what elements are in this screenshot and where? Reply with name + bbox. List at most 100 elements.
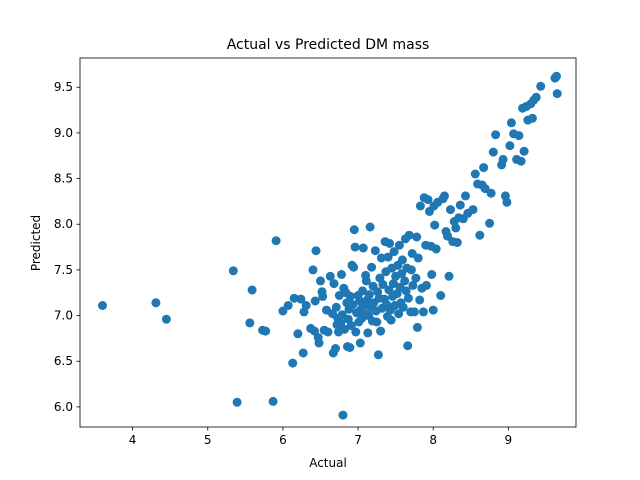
data-point: [403, 341, 413, 351]
data-point: [288, 358, 298, 368]
data-point: [451, 223, 461, 233]
y-tick-label: 6.5: [54, 354, 73, 368]
data-point: [301, 301, 311, 310]
data-point: [361, 276, 371, 286]
data-point: [340, 324, 349, 334]
data-point: [403, 293, 413, 303]
data-point: [423, 195, 433, 205]
data-points: [98, 71, 562, 420]
data-point: [552, 89, 562, 99]
data-point: [358, 286, 368, 296]
data-point: [406, 265, 416, 275]
x-tick-label: 5: [204, 433, 212, 447]
data-point: [516, 156, 526, 166]
data-point: [388, 279, 398, 289]
y-tick-label: 8.0: [54, 217, 73, 231]
data-point: [314, 338, 324, 348]
data-point: [498, 154, 508, 164]
data-point: [386, 315, 396, 325]
data-point: [364, 290, 374, 300]
chart-title: Actual vs Predicted DM mass: [227, 37, 430, 53]
data-point: [376, 326, 386, 336]
data-point: [161, 314, 171, 324]
data-point: [311, 246, 321, 256]
data-point: [412, 232, 422, 242]
data-point: [409, 307, 419, 317]
data-point: [329, 279, 339, 289]
x-tick-label: 8: [429, 433, 437, 447]
data-point: [346, 321, 356, 331]
x-tick-label: 4: [129, 433, 137, 447]
data-point: [418, 307, 428, 317]
data-point: [389, 247, 399, 257]
data-point: [370, 246, 380, 256]
data-point: [383, 252, 393, 262]
data-point: [151, 298, 161, 308]
y-axis-ticks: 6.0 6.5 7.0 7.5 8.0 8.5 9.0 9.5: [54, 80, 80, 414]
data-point: [331, 344, 340, 353]
data-point: [376, 253, 386, 263]
data-point: [486, 188, 496, 198]
data-point: [502, 197, 512, 207]
data-point: [367, 262, 377, 272]
data-point: [293, 329, 303, 339]
data-point: [308, 265, 318, 275]
data-point: [349, 225, 359, 235]
data-point: [350, 242, 360, 252]
data-point: [531, 92, 541, 102]
y-tick-label: 8.5: [54, 172, 73, 186]
data-point: [283, 301, 293, 310]
data-point: [394, 309, 404, 319]
data-point: [289, 293, 299, 303]
data-point: [427, 270, 437, 279]
data-point: [519, 146, 529, 156]
data-point: [479, 163, 489, 173]
data-point: [261, 326, 271, 336]
data-point: [475, 230, 485, 240]
data-point: [506, 118, 516, 128]
data-point: [415, 201, 425, 211]
data-point: [527, 113, 537, 123]
data-point: [348, 300, 358, 310]
data-point: [355, 338, 365, 348]
data-point: [346, 291, 355, 301]
data-point: [415, 295, 425, 305]
data-point: [398, 302, 408, 312]
data-point: [431, 244, 441, 254]
data-point: [298, 348, 308, 358]
data-point: [316, 276, 325, 286]
data-point: [372, 317, 382, 327]
data-point: [468, 205, 478, 215]
data-point: [446, 205, 455, 215]
data-point: [245, 318, 255, 328]
data-point: [430, 220, 440, 230]
y-tick-label: 6.0: [54, 400, 73, 414]
data-point: [373, 350, 383, 360]
data-point: [413, 253, 423, 263]
data-point: [452, 238, 462, 247]
data-point: [325, 271, 335, 281]
y-axis-label: Predicted: [29, 215, 43, 271]
data-point: [338, 410, 348, 420]
data-point: [552, 71, 561, 81]
data-point: [323, 327, 333, 337]
x-tick-label: 7: [354, 433, 362, 447]
data-point: [271, 236, 281, 246]
data-point: [310, 296, 320, 306]
data-point: [536, 81, 546, 91]
data-point: [436, 291, 446, 300]
data-point: [421, 280, 431, 290]
data-point: [412, 322, 422, 332]
data-point: [428, 305, 438, 315]
data-point: [349, 262, 359, 272]
x-tick-label: 9: [505, 433, 513, 447]
data-point: [444, 271, 454, 281]
data-point: [351, 327, 361, 337]
y-tick-label: 7.0: [54, 309, 73, 323]
x-axis-ticks: 4 5 6 7 8 9: [129, 427, 512, 447]
data-point: [400, 276, 410, 286]
data-point: [378, 280, 388, 289]
data-point: [461, 191, 470, 201]
data-point: [485, 218, 495, 228]
